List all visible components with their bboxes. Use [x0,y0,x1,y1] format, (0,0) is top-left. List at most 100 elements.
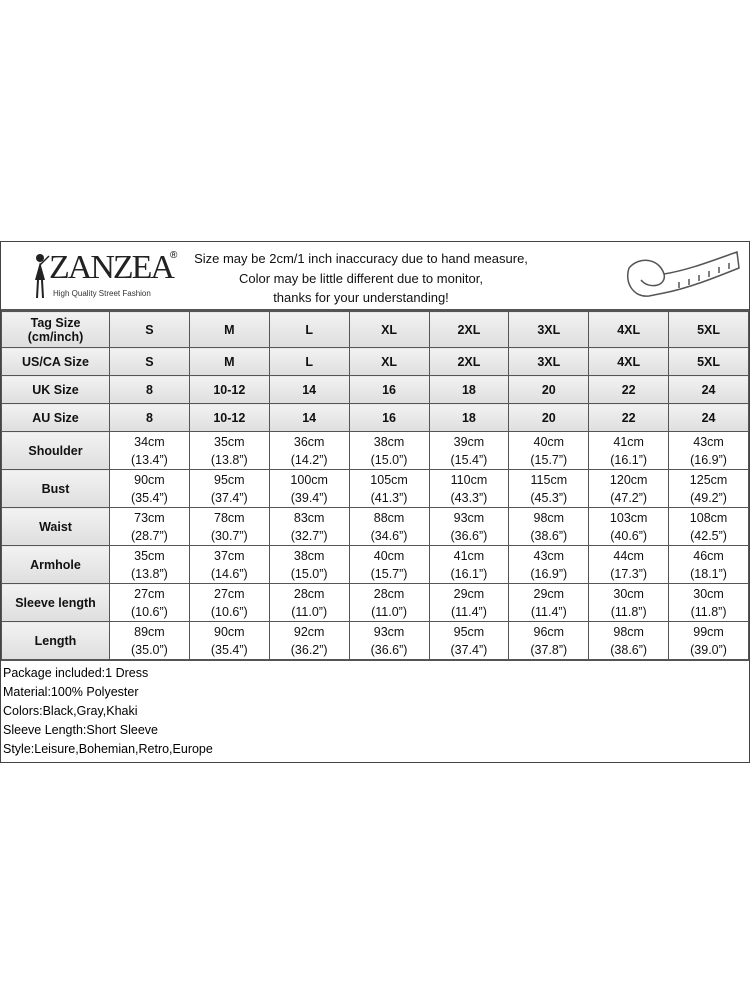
row-label: Shoulder [1,431,110,470]
size-cell: 14 [268,375,350,404]
size-cell: 20 [508,375,590,404]
inch-value: (37.4”) [450,642,488,657]
inch-value: (11.8”) [610,604,647,619]
inch-value: (47.2”) [610,490,648,505]
cm-value: 30cm [693,586,724,601]
measurement-cell: 93cm (36.6”) [348,621,430,660]
size-cell: 16 [348,375,430,404]
row-label: Waist [1,507,110,546]
size-table: Tag Size (cm/inch) S M L XL 2XL 3XL 4XL 5XL US/CA… [1,311,749,660]
cm-value: 40cm [533,434,565,449]
product-notes: Package included:1 Dress Material:100% P… [1,660,749,762]
size-cell: 24 [668,375,749,404]
measurement-row: Waist 73cm (28.7”) 78cm (30.7”) 83cm (32.7”) 88… [1,507,749,546]
row-label: US/CA Size [1,347,110,376]
cm-value: 98cm [533,510,565,525]
cm-value: 30cm [613,586,644,601]
inch-value: (32.7”) [290,528,328,543]
size-row: AU Size 8 10-12 14 16 18 20 22 24 [1,403,749,432]
cm-value: 93cm [453,510,485,525]
row-label: UK Size [1,375,110,404]
size-cell: 3XL [508,311,590,348]
inch-value: (43.3”) [450,490,488,505]
cm-value: 95cm [453,624,485,639]
measurement-cell: 40cm (15.7”) [508,431,590,470]
size-cell: 16 [348,403,430,432]
cm-value: 39cm [453,434,485,449]
row-label: Sleeve length [1,583,110,622]
cm-value: 34cm [134,434,165,449]
cm-value: 90cm [134,472,165,487]
measurement-cell: 88cm (34.6”) [348,507,430,546]
cm-value: 28cm [373,586,405,601]
size-cell: M [188,311,270,348]
measurement-cell: 28cm (11.0”) [268,583,350,622]
cm-value: 100cm [290,472,328,487]
size-cell: 10-12 [188,403,270,432]
measurement-cell: 41cm (16.1”) [588,431,670,470]
row-label: Armhole [1,545,110,584]
measurement-cell: 95cm (37.4”) [428,621,510,660]
notice-line: Color may be little different due to mon… [239,270,483,286]
cm-value: 105cm [370,472,408,487]
cm-value: 89cm [134,624,165,639]
inch-value: (45.3”) [530,490,568,505]
cm-value: 27cm [134,586,165,601]
cm-value: 46cm [693,548,724,563]
measurement-cell: 41cm (16.1”) [428,545,510,584]
size-cell: 5XL [668,347,749,376]
measurement-cell: 115cm (45.3”) [508,469,590,508]
measurement-cell: 40cm (15.7”) [348,545,430,584]
row-label: Length [1,621,110,660]
cm-value: 88cm [373,510,405,525]
inch-value: (11.4”) [450,604,487,619]
inch-value: (35.4”) [210,642,248,657]
inch-value: (11.0”) [371,604,407,619]
brand-name: ZANZEA [49,249,175,286]
cm-value: 73cm [134,510,165,525]
size-cell: 8 [109,403,190,432]
measurement-cell: 93cm (36.6”) [428,507,510,546]
cm-value: 40cm [373,548,405,563]
row-label: Bust [1,469,110,508]
measurement-cell: 98cm (38.6”) [508,507,590,546]
measurement-row: Sleeve length 27cm (10.6”) 27cm (10.6”) 28cm (… [1,583,749,622]
chart-header: ZANZEA ® High Quality Street Fashion Siz… [1,242,749,311]
inch-value: (36.6”) [370,642,408,657]
size-row: Tag Size (cm/inch) S M L XL 2XL 3XL 4XL 5XL [1,311,749,348]
cm-value: 27cm [214,586,245,601]
measurement-cell: 83cm (32.7”) [268,507,350,546]
brand-logo: ZANZEA ® High Quality Street Fashion [29,250,179,304]
row-label: AU Size [1,403,110,432]
note-package: Package included:1 Dress [3,666,149,680]
size-cell: 22 [588,375,670,404]
measurement-notice: Size may be 2cm/1 inch inaccuracy due to… [181,249,541,308]
measurement-cell: 43cm (16.9”) [668,431,749,470]
measurement-cell: 95cm (37.4”) [188,469,270,508]
cm-value: 83cm [293,510,325,525]
registered-mark: ® [170,250,178,261]
size-cell: M [188,347,270,376]
measurement-cell: 38cm (15.0”) [268,545,350,584]
note-material: Material:100% Polyester [3,685,139,699]
inch-value: (13.8”) [210,452,248,467]
cm-value: 29cm [533,586,565,601]
size-cell: 18 [428,375,510,404]
cm-value: 43cm [533,548,565,563]
inch-value: (15.0”) [290,566,328,581]
measurement-cell: 30cm (11.8”) [588,583,670,622]
size-cell: 2XL [428,347,510,376]
inch-value: (10.6”) [131,604,168,619]
measurement-cell: 30cm (11.8”) [668,583,749,622]
note-colors: Colors:Black,Gray,Khaki [3,704,138,718]
measuring-tape-icon [627,250,740,297]
size-cell: S [109,311,190,348]
measurement-cell: 105cm (41.3”) [348,469,430,508]
cm-value: 35cm [134,548,165,563]
fashion-figure-icon [35,254,50,299]
size-cell: 4XL [588,347,670,376]
measurement-cell: 90cm (35.4”) [109,469,190,508]
measurement-cell: 27cm (10.6”) [188,583,270,622]
measurement-cell: 35cm (13.8”) [188,431,270,470]
brand-tagline: High Quality Street Fashion [53,289,151,298]
